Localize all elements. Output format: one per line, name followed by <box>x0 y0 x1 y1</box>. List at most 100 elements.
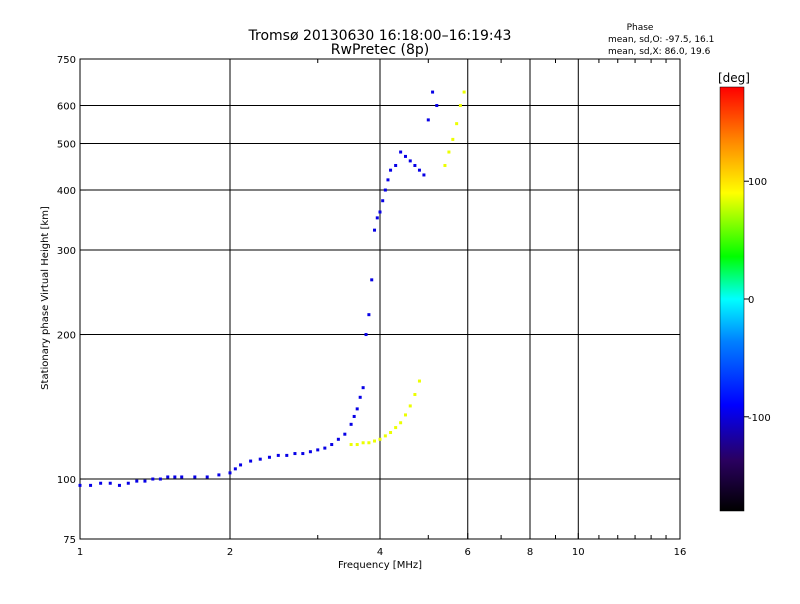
x-tick-label: 6 <box>465 547 471 558</box>
data-point <box>108 481 112 485</box>
data-point <box>447 150 451 154</box>
data-point <box>316 448 320 452</box>
data-point <box>352 414 356 418</box>
stats-heading: Phase <box>627 23 654 33</box>
title-text: Tromsø 20130630 16:18:00–16:19:43 <box>248 28 512 44</box>
data-point <box>431 90 435 94</box>
data-point <box>383 434 387 438</box>
data-point <box>258 457 262 461</box>
x-axis-label: Frequency [MHz] <box>338 560 422 571</box>
stats-line-x: mean, sd,X: 86.0, 19.6 <box>608 47 711 57</box>
y-axis-ticks: 75 100 200 300 400 500 600 750 <box>57 55 86 546</box>
y-tick-label: 500 <box>57 140 76 151</box>
data-point <box>370 278 374 282</box>
data-point <box>394 163 398 167</box>
data-point <box>422 173 426 177</box>
y-tick-label: 75 <box>63 535 76 546</box>
data-point <box>373 439 377 443</box>
data-point <box>355 443 359 447</box>
data-point <box>403 154 407 158</box>
data-point <box>323 446 327 450</box>
y-axis-label: Stationary phase Virtual Height [km] <box>40 206 51 390</box>
data-point <box>403 413 407 417</box>
y-tick-label: 200 <box>57 331 76 342</box>
data-point <box>378 210 382 214</box>
data-point <box>158 477 162 481</box>
colorbar: [deg] 100 0 -100 <box>718 71 771 512</box>
data-point <box>458 104 462 108</box>
data-point <box>408 404 412 408</box>
data-point <box>426 118 430 122</box>
data-point <box>173 475 177 479</box>
data-point <box>217 473 221 477</box>
data-point <box>349 422 353 426</box>
data-point <box>378 437 382 441</box>
data-point <box>99 481 103 485</box>
data-point <box>293 452 297 456</box>
data-point <box>383 188 387 192</box>
grid-lines <box>80 59 680 539</box>
y-tick-label: 750 <box>57 55 76 66</box>
data-point <box>367 313 371 317</box>
data-point <box>408 159 412 163</box>
x-tick-label: 16 <box>674 547 687 558</box>
data-point <box>143 479 147 483</box>
data-points <box>78 90 466 487</box>
stats-line-o: mean, sd,O: -97.5, 16.1 <box>608 35 714 45</box>
data-point <box>417 379 421 383</box>
data-point <box>417 168 421 172</box>
data-point <box>151 477 155 481</box>
data-point <box>267 455 271 459</box>
data-point <box>389 168 393 172</box>
data-point <box>285 453 289 457</box>
colorbar-tick-label: 0 <box>748 295 754 306</box>
data-point <box>381 199 385 203</box>
data-point <box>239 463 243 467</box>
stats-box: Phase mean, sd,O: -97.5, 16.1 mean, sd,X… <box>608 23 714 57</box>
data-point <box>249 459 253 463</box>
data-point <box>443 163 447 167</box>
data-point <box>301 452 305 456</box>
data-point <box>126 481 130 485</box>
data-point <box>375 216 379 220</box>
data-point <box>386 178 390 182</box>
x-tick-label: 2 <box>227 547 233 558</box>
colorbar-label: [deg] <box>718 71 750 85</box>
data-point <box>413 393 417 397</box>
data-point <box>413 163 417 167</box>
data-point <box>135 479 139 483</box>
colorbar-tick-label: 100 <box>748 177 767 188</box>
data-point <box>180 475 184 479</box>
subtitle-text: RwPretec (8p) <box>331 42 429 58</box>
data-point <box>233 467 237 471</box>
data-point <box>78 483 82 487</box>
data-point <box>435 104 439 108</box>
data-point <box>205 475 209 479</box>
data-point <box>89 483 93 487</box>
colorbar-ticks: 100 0 -100 <box>744 177 771 424</box>
data-point <box>367 441 371 445</box>
data-point <box>451 137 455 141</box>
x-tick-label: 8 <box>527 547 533 558</box>
data-point <box>308 450 312 454</box>
data-point <box>358 395 362 399</box>
data-point <box>166 475 170 479</box>
data-point <box>455 122 459 126</box>
y-tick-label: 100 <box>57 475 76 486</box>
data-point <box>389 431 393 435</box>
data-point <box>399 421 403 425</box>
y-tick-label: 600 <box>57 102 76 113</box>
data-point <box>193 475 197 479</box>
x-tick-label: 10 <box>572 547 585 558</box>
x-axis-ticks: 1 2 4 6 8 10 16 <box>77 59 687 558</box>
data-point <box>361 386 365 390</box>
x-tick-label: 1 <box>77 547 83 558</box>
data-point <box>228 471 232 475</box>
y-tick-label: 400 <box>57 186 76 197</box>
chart-title: Tromsø 20130630 16:18:00–16:19:43 RwPret… <box>248 28 512 58</box>
data-point <box>276 453 280 457</box>
data-point <box>399 150 403 154</box>
data-point <box>343 432 347 436</box>
data-point <box>336 437 340 441</box>
